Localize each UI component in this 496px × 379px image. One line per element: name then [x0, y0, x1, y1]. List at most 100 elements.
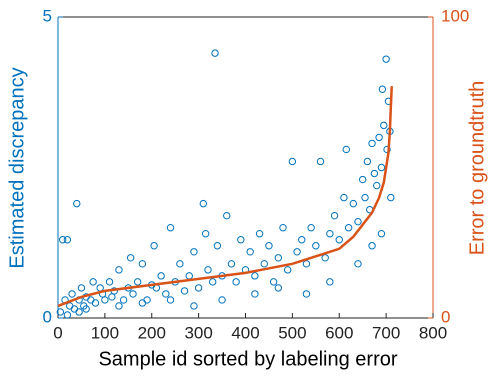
scatter-point	[316, 157, 325, 166]
scatter-point	[274, 254, 283, 262]
scatter-point	[101, 296, 109, 304]
scatter-point	[56, 308, 65, 316]
scatter-point	[335, 236, 343, 244]
scatter-point	[373, 181, 381, 190]
scatter-point	[298, 236, 306, 244]
y2-tick-label: 100	[441, 6, 469, 25]
scatter-point	[190, 248, 198, 256]
x-tick-label: 500	[278, 323, 306, 342]
scatter-point	[378, 85, 387, 93]
scatter-point	[363, 157, 372, 166]
scatter-point	[126, 254, 135, 262]
scatter-point	[232, 278, 240, 286]
scatter-point	[82, 305, 90, 313]
scatter-point	[377, 230, 386, 238]
scatter-point	[218, 296, 226, 304]
scatter-point	[115, 266, 123, 274]
scatter-point	[68, 290, 76, 298]
scatter-point	[340, 193, 348, 202]
scatter-point	[115, 302, 123, 310]
scatter-point	[382, 55, 390, 63]
scatter-point	[190, 302, 198, 310]
scatter-point	[307, 224, 315, 232]
x-tick-label: 800	[419, 323, 447, 342]
scatter-point	[223, 211, 231, 220]
scatter-point	[370, 169, 379, 178]
x-axis-label: Sample id sorted by labeling error	[98, 348, 397, 370]
x-tick-label: 0	[53, 323, 62, 342]
y-tick-label: 0	[43, 307, 52, 326]
scatter-point	[321, 254, 329, 262]
scatter-point	[129, 290, 137, 298]
scatter-point	[330, 211, 339, 220]
scatter-point	[265, 242, 273, 250]
scatter-point	[344, 224, 353, 232]
scatter-point	[162, 290, 170, 298]
scatter-point	[91, 299, 100, 307]
scatter-point	[383, 145, 391, 154]
scatter-point	[354, 217, 362, 226]
line	[57, 86, 393, 308]
scatter-point	[387, 193, 395, 202]
x-tick-label: 400	[231, 323, 259, 342]
x-tick-label: 600	[325, 323, 353, 342]
scatter-point	[283, 266, 292, 274]
y-tick-label: 5	[43, 6, 52, 25]
scatter-point	[77, 284, 86, 292]
scatter-point	[89, 278, 97, 286]
scatter-point	[274, 284, 283, 292]
scatter-point	[251, 272, 259, 280]
y2-tick-label: 0	[441, 307, 450, 326]
x-tick-label: 200	[138, 323, 166, 342]
scatter-point	[211, 49, 219, 57]
x-tick-label: 100	[91, 323, 119, 342]
scatter-point	[237, 236, 245, 244]
scatter-point	[201, 230, 210, 238]
scatter-point	[293, 248, 301, 256]
scatter-point	[105, 278, 114, 286]
scatter-point	[288, 157, 297, 166]
scatter-point	[157, 272, 165, 280]
scatter-point	[108, 293, 116, 301]
scatter-point	[199, 199, 208, 208]
scatter-point	[150, 242, 158, 250]
scatter-point	[358, 175, 367, 184]
scatter-point	[180, 287, 189, 295]
x-tick-label: 700	[372, 323, 400, 342]
scatter-point	[279, 224, 287, 232]
scatter-point	[375, 133, 383, 142]
scatter-point	[70, 305, 79, 313]
scatter-point	[368, 139, 376, 148]
scatter-point	[176, 260, 184, 268]
scatter-point	[194, 284, 203, 292]
scatter-point	[63, 236, 72, 244]
scatter-point	[227, 260, 236, 268]
scatter-point	[75, 308, 83, 316]
y-axis-label: Estimated discrepancy	[6, 67, 28, 268]
y2-axis-label: Error to groundtruth	[466, 81, 488, 256]
scatter-point	[166, 224, 175, 232]
scatter-point	[213, 242, 222, 250]
scatter-point	[133, 278, 142, 286]
scatter-point	[377, 163, 386, 172]
scatter-point	[361, 193, 369, 202]
scatter-point	[66, 302, 74, 310]
scatter-point	[87, 296, 95, 304]
x-tick-label: 300	[184, 323, 212, 342]
scatter-point	[143, 296, 151, 304]
scatter-point	[96, 284, 104, 292]
scatter-point	[326, 230, 334, 238]
scatter-point	[138, 299, 147, 307]
scatter-point	[368, 242, 376, 250]
scatter-point	[251, 290, 259, 298]
scatter-point	[58, 236, 67, 244]
scatter-point	[354, 260, 362, 268]
scatter-point	[380, 121, 388, 130]
scatter-point	[73, 199, 81, 208]
scatter-point	[255, 230, 264, 238]
scatter-point	[246, 248, 254, 256]
scatter-point	[138, 260, 147, 268]
scatter-point	[260, 260, 268, 268]
scatter-point	[185, 272, 193, 280]
